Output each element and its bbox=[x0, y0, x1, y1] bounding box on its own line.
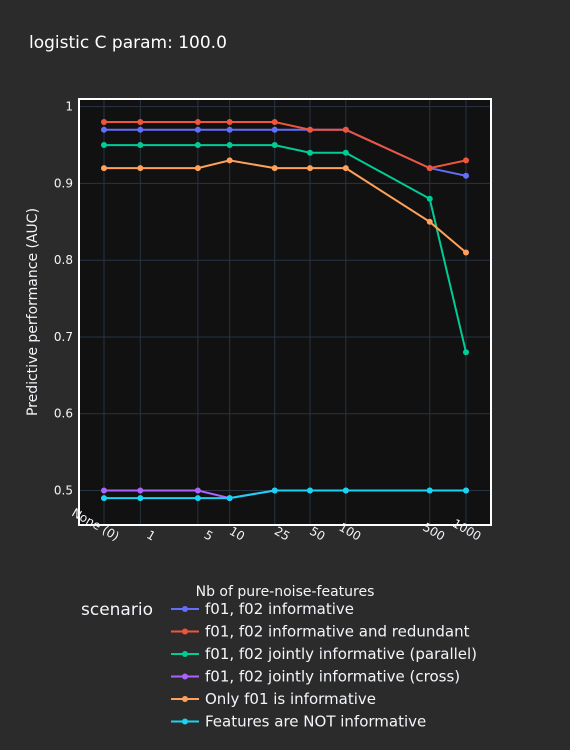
legend-marker bbox=[182, 606, 188, 612]
data-point bbox=[463, 349, 469, 356]
data-point bbox=[342, 149, 349, 156]
data-point bbox=[463, 249, 469, 256]
x-tick-label: 1 bbox=[144, 528, 158, 544]
y-tick-label: 0.8 bbox=[54, 253, 73, 267]
data-point bbox=[101, 126, 107, 133]
y-tick-label: 0.6 bbox=[54, 407, 73, 421]
data-point bbox=[137, 495, 144, 502]
x-tick-label: 25 bbox=[272, 524, 292, 544]
legend-label: f01, f02 informative and redundant bbox=[205, 623, 470, 641]
x-axis-title: Nb of pure-noise-features bbox=[196, 584, 375, 600]
plot-border bbox=[78, 98, 492, 526]
legend-item[interactable]: f01, f02 jointly informative (parallel) bbox=[171, 645, 477, 663]
data-point bbox=[307, 149, 314, 156]
legend-marker bbox=[182, 673, 188, 680]
data-point bbox=[101, 495, 107, 502]
series-3 bbox=[101, 142, 469, 356]
legend-item[interactable]: f01, f02 jointly informative (cross) bbox=[171, 668, 460, 686]
data-point bbox=[137, 487, 144, 494]
legend-label: Only f01 is informative bbox=[205, 690, 376, 708]
data-point bbox=[463, 157, 469, 164]
data-point bbox=[194, 495, 201, 502]
data-point bbox=[463, 172, 469, 179]
data-point bbox=[137, 126, 144, 133]
data-point bbox=[194, 487, 201, 494]
y-tick-label: 0.5 bbox=[54, 483, 73, 497]
y-tick-label: 1 bbox=[65, 100, 73, 114]
series-5 bbox=[101, 157, 469, 256]
data-point bbox=[137, 142, 144, 149]
x-tick-label: 5 bbox=[202, 528, 216, 544]
data-point bbox=[194, 142, 201, 149]
legend-marker bbox=[182, 651, 188, 657]
data-point bbox=[426, 218, 433, 225]
y-tick-label: 0.9 bbox=[54, 176, 73, 190]
legend-item[interactable]: f01, f02 informative bbox=[171, 600, 354, 618]
legend-label: f01, f02 jointly informative (parallel) bbox=[205, 645, 477, 663]
data-point bbox=[271, 119, 278, 126]
legend-label: f01, f02 informative bbox=[205, 600, 354, 618]
data-point bbox=[226, 119, 233, 126]
data-point bbox=[426, 487, 433, 494]
chart-title: logistic C param: 100.0 bbox=[29, 33, 227, 53]
legend-item[interactable]: Only f01 is informative bbox=[171, 690, 376, 708]
x-tick-label: 10 bbox=[227, 524, 247, 544]
data-point bbox=[194, 126, 201, 133]
legend[interactable]: f01, f02 informative f01, f02 informative… bbox=[171, 600, 477, 731]
data-point bbox=[101, 142, 107, 149]
legend-marker bbox=[182, 628, 188, 635]
y-axis-title: Predictive performance (AUC) bbox=[25, 208, 41, 416]
legend-item[interactable]: Features are NOT informative bbox=[171, 713, 426, 731]
data-point bbox=[307, 165, 314, 172]
data-point bbox=[307, 487, 314, 494]
data-point bbox=[342, 165, 349, 172]
data-point bbox=[307, 126, 314, 133]
legend-item[interactable]: f01, f02 informative and redundant bbox=[171, 623, 470, 641]
series-layer bbox=[101, 119, 469, 502]
data-point bbox=[426, 165, 433, 172]
data-point bbox=[426, 195, 433, 202]
data-point bbox=[271, 487, 278, 494]
y-axis: 0.5 0.6 0.7 0.8 0.9 1 bbox=[54, 100, 73, 498]
data-point bbox=[271, 165, 278, 172]
data-point bbox=[226, 157, 233, 164]
legend-label: Features are NOT informative bbox=[205, 713, 426, 731]
data-point bbox=[101, 487, 107, 494]
x-tick-label: 50 bbox=[307, 524, 327, 544]
series-6 bbox=[101, 487, 469, 502]
legend-marker bbox=[182, 696, 188, 702]
data-point bbox=[342, 487, 349, 494]
data-point bbox=[226, 126, 233, 133]
legend-marker bbox=[182, 718, 188, 725]
data-point bbox=[137, 119, 144, 126]
data-point bbox=[194, 165, 201, 172]
data-point bbox=[226, 142, 233, 149]
data-point bbox=[137, 165, 144, 172]
data-point bbox=[101, 165, 107, 172]
legend-title: scenario bbox=[81, 600, 153, 620]
data-point bbox=[271, 126, 278, 133]
data-point bbox=[194, 119, 201, 126]
plot-area bbox=[79, 99, 491, 525]
y-tick-label: 0.7 bbox=[54, 330, 73, 344]
data-point bbox=[226, 495, 233, 502]
series-2 bbox=[101, 119, 469, 172]
data-point bbox=[271, 142, 278, 149]
data-point bbox=[342, 126, 349, 133]
data-point bbox=[101, 119, 107, 126]
legend-label: f01, f02 jointly informative (cross) bbox=[205, 668, 460, 686]
data-point bbox=[463, 487, 469, 494]
